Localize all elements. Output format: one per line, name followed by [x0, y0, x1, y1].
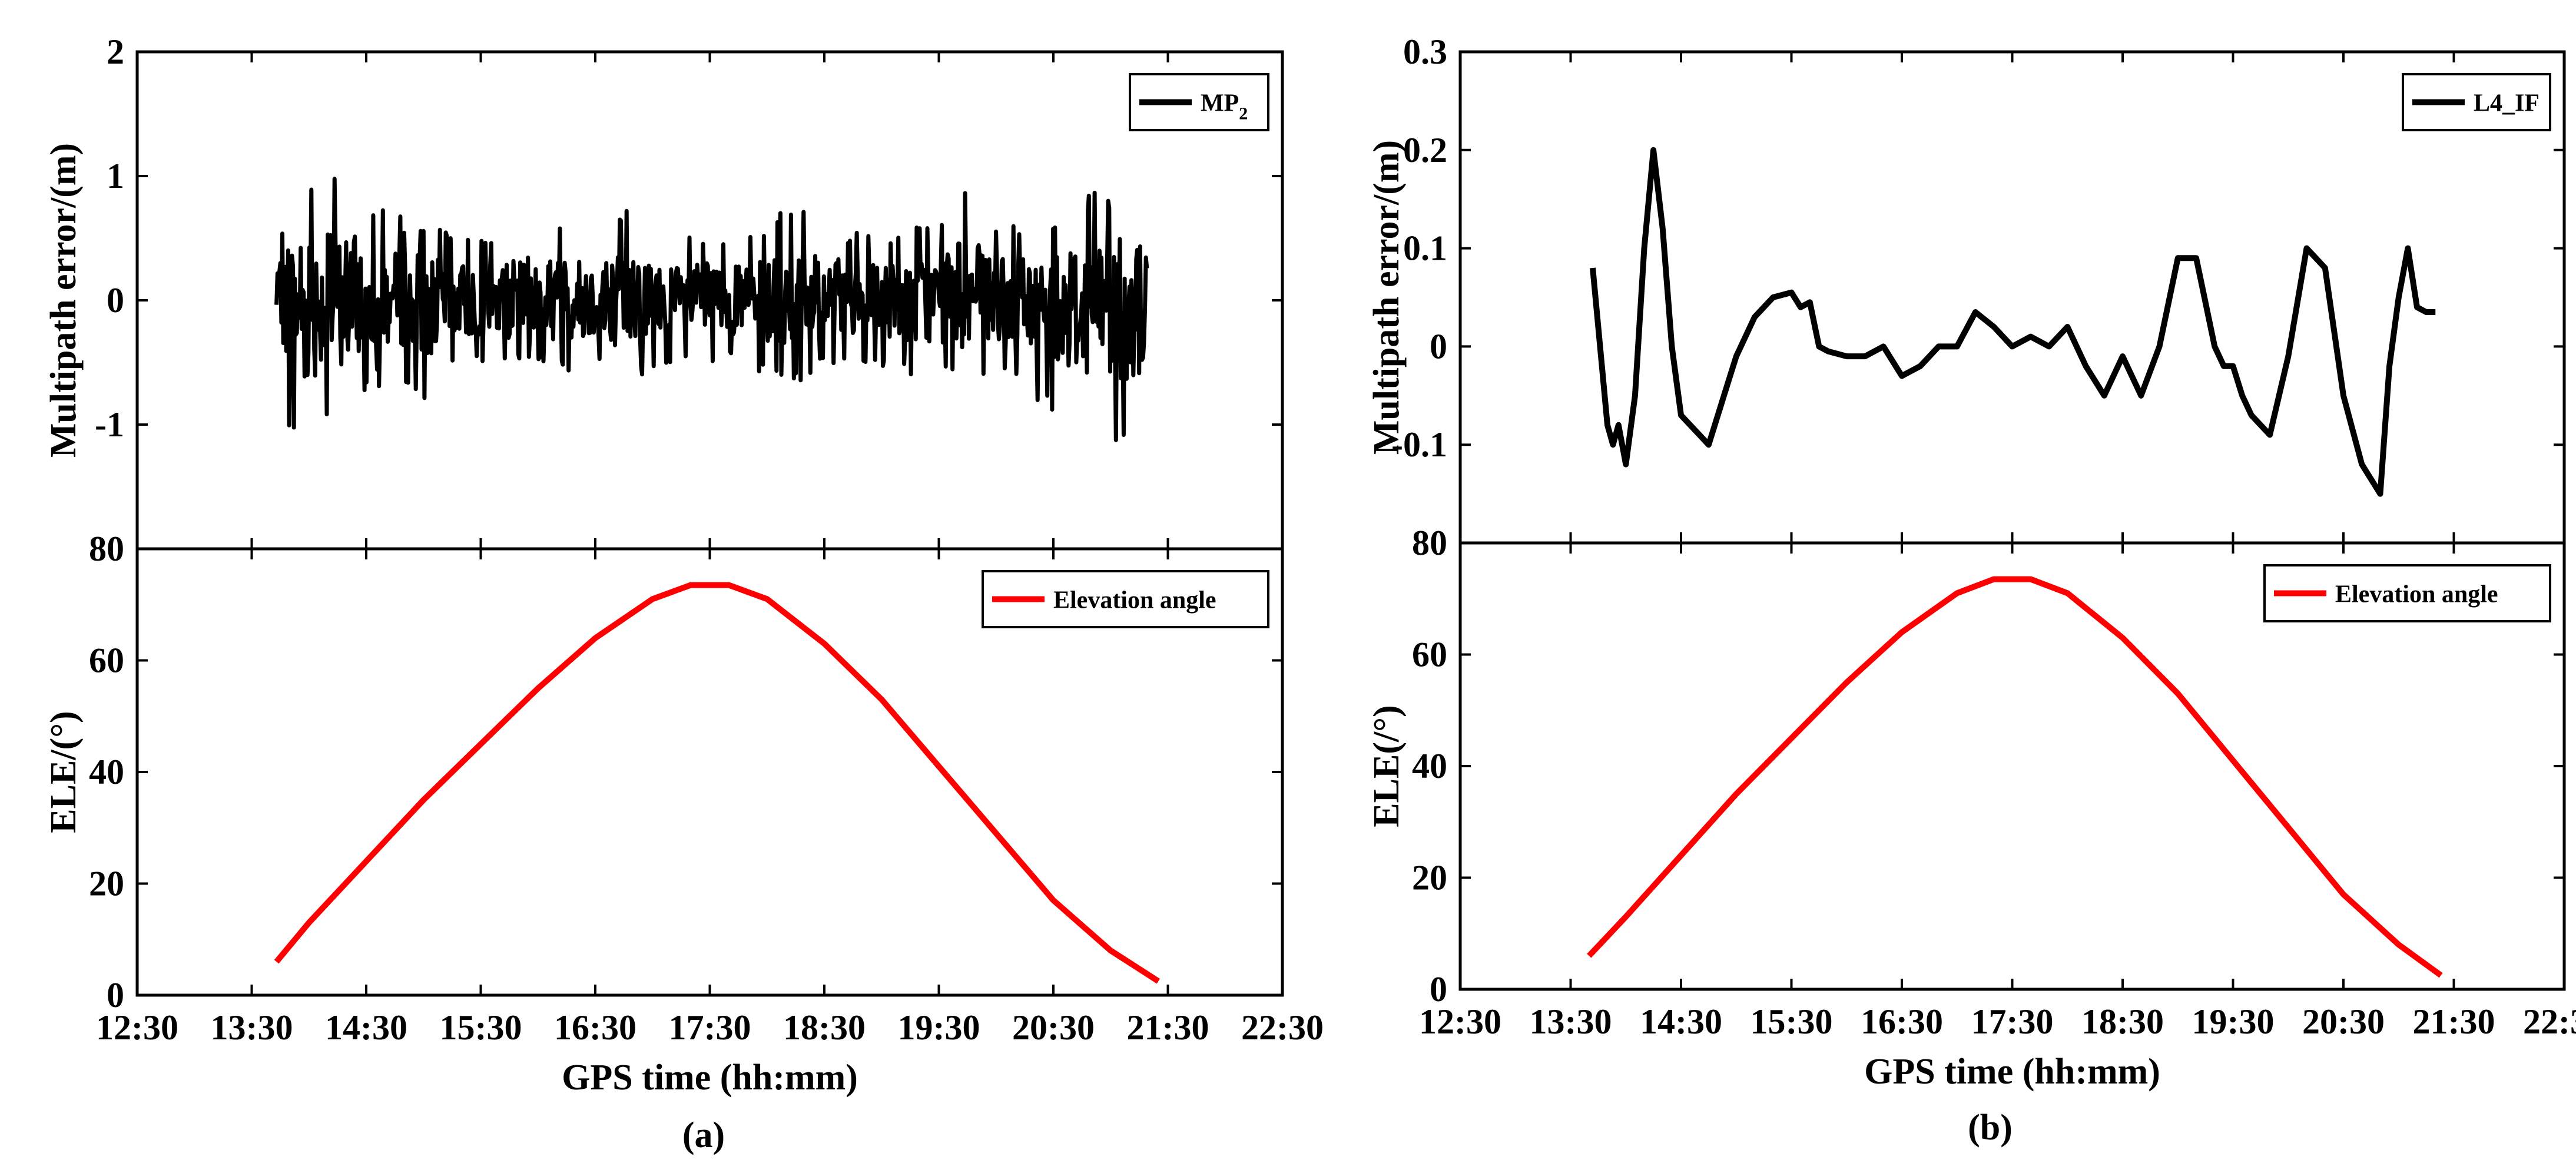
- y-tick-label: 0.2: [1403, 131, 1447, 170]
- x-tick-label: 12:30: [1419, 1002, 1501, 1041]
- series-line: [1587, 576, 2443, 978]
- x-tick-label: 14:30: [1640, 1002, 1722, 1041]
- x-tick-label: 20:30: [2302, 1002, 2385, 1041]
- x-tick-label: 22:30: [2523, 1002, 2576, 1041]
- y-tick-label: 60: [1412, 635, 1447, 674]
- x-tick-label: 19:30: [898, 1008, 980, 1047]
- x-tick-label: 16:30: [1861, 1002, 1943, 1041]
- y-tick-label: 0: [1430, 327, 1447, 366]
- plot-frame: [135, 547, 1284, 997]
- panel-b-multipath-plot: -0.1 0 0.1 0.2 0.3 L4_IF Multipath error/(m): [1367, 32, 2566, 545]
- x-tick-label: 21:30: [1127, 1008, 1209, 1047]
- x-tick-label: 16:30: [554, 1008, 636, 1047]
- series-line: [274, 582, 1161, 984]
- y-axis-label: ELE(/°): [1367, 705, 1407, 827]
- y-tick-label: 1: [107, 157, 124, 196]
- y-tick-label: -0.1: [1391, 425, 1447, 464]
- series-line: [1590, 147, 2436, 497]
- y-tick-label: 20: [89, 864, 124, 903]
- x-tick-label: 13:30: [211, 1008, 293, 1047]
- x-tick-label: 15:30: [440, 1008, 522, 1047]
- y-axis-label: Multipath error/(m): [44, 143, 84, 458]
- panel-a-elevation-plot: 12:30 13:30 14:30 15:30 16:30 17:30 18:30 19:30…: [44, 529, 1324, 1098]
- x-tick-label: 13:30: [1530, 1002, 1612, 1041]
- x-tick-label: 22:30: [1241, 1008, 1324, 1047]
- x-tick-label: 15:30: [1751, 1002, 1833, 1041]
- x-axis-label: GPS time (hh:mm): [1864, 1052, 2160, 1092]
- panel-a-label: (a): [682, 1115, 725, 1155]
- legend-label: Elevation angle: [2335, 581, 2498, 608]
- x-tick-label: 17:30: [669, 1008, 751, 1047]
- y-tick-label: 0: [107, 281, 124, 320]
- panel-b-label: (b): [1968, 1108, 2013, 1148]
- y-tick-label: 40: [1412, 747, 1447, 786]
- plot-frame: [1458, 541, 2566, 991]
- x-axis-label: GPS time (hh:mm): [562, 1058, 858, 1098]
- y-tick-label: 60: [89, 641, 124, 680]
- y-axis-label: Multipath error/(m): [1367, 140, 1407, 455]
- legend-label: Elevation angle: [1053, 587, 1216, 614]
- x-tick-label: 17:30: [1971, 1002, 2054, 1041]
- y-axis-label: ELE/(°): [44, 711, 84, 833]
- y-tick-label: 80: [1412, 523, 1447, 562]
- x-tick-label: 18:30: [2081, 1002, 2164, 1041]
- y-tick-label: 0: [107, 976, 124, 1015]
- x-tick-label: 12:30: [96, 1008, 178, 1047]
- y-tick-label: 0.3: [1403, 32, 1447, 71]
- x-tick-label: 19:30: [2192, 1002, 2275, 1041]
- y-tick-label: 40: [89, 753, 124, 791]
- x-tick-label: 14:30: [325, 1008, 407, 1047]
- panel-b-elevation-plot: 12:30 13:30 14:30 15:30 16:30 17:30 18:30 19:30…: [1367, 523, 2576, 1092]
- y-tick-label: 20: [1412, 859, 1447, 897]
- x-tick-label: 20:30: [1012, 1008, 1095, 1047]
- y-tick-label: -1: [95, 405, 124, 444]
- y-tick-label: 2: [107, 32, 124, 71]
- y-tick-label: 0: [1430, 970, 1447, 1009]
- x-tick-label: 21:30: [2413, 1002, 2495, 1041]
- y-tick-label: 80: [89, 529, 124, 568]
- series-line: [274, 177, 1149, 442]
- legend-label: L4_IF: [2474, 90, 2539, 117]
- x-tick-label: 18:30: [783, 1008, 866, 1047]
- y-tick-label: 0.1: [1403, 229, 1447, 268]
